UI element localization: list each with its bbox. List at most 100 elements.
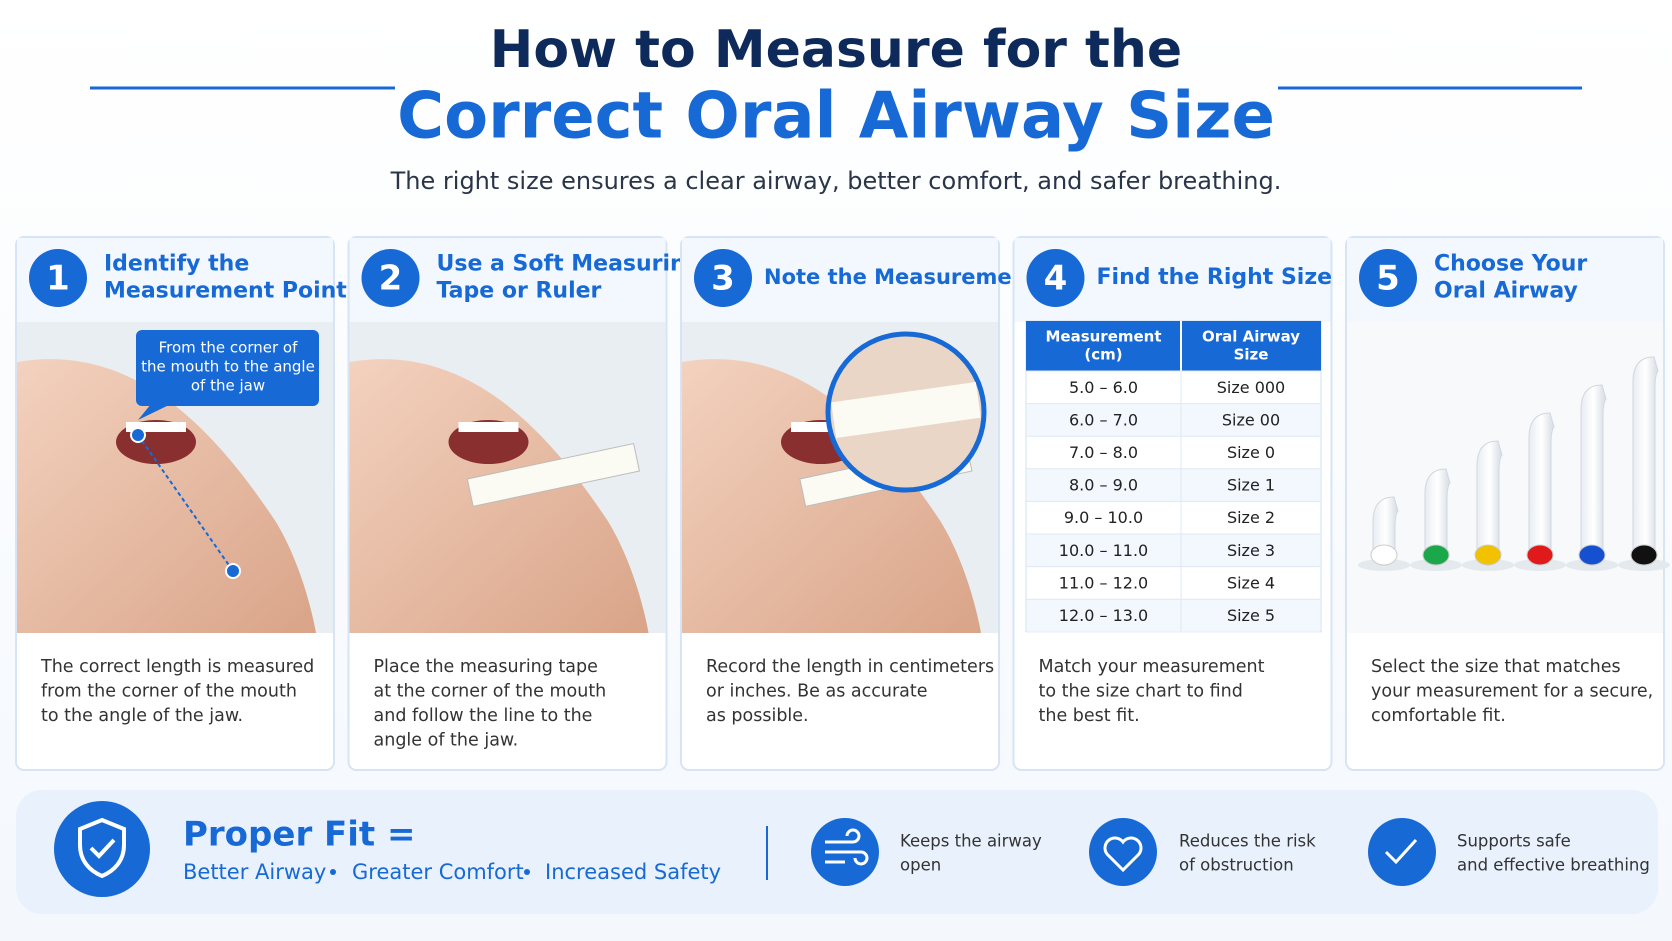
- step-badge: [361, 249, 420, 307]
- feature-text: and effective breathing: [1457, 856, 1650, 875]
- step-title: Oral Airway: [1434, 279, 1578, 304]
- step-title: Find the Right Size: [1097, 265, 1333, 290]
- step-caption: from the corner of the mouth: [41, 682, 297, 702]
- wind: [825, 828, 869, 866]
- table-cell: Size 5: [1227, 606, 1275, 625]
- airway: [1632, 356, 1659, 558]
- table-header: [1026, 321, 1321, 371]
- airway: [1528, 412, 1555, 558]
- airway-bite-block: [1630, 544, 1658, 566]
- table-cell: 6.0 – 7.0: [1069, 410, 1138, 429]
- teeth: [791, 422, 851, 432]
- table-header-text: Size: [1234, 346, 1269, 364]
- tape: [466, 443, 641, 507]
- step-badge: [1359, 249, 1417, 307]
- airway: [1424, 468, 1451, 558]
- step-caption: and follow the line to the: [374, 706, 593, 726]
- step-title: Note the Measurement: [764, 265, 1037, 289]
- measure-point: [130, 427, 146, 443]
- photo: [1347, 322, 1663, 633]
- airway-bite-block: [1422, 544, 1450, 566]
- title: How to Measure for the: [490, 20, 1182, 80]
- shield: [78, 817, 126, 879]
- step-title: Measurement Point: [104, 279, 347, 304]
- callout-tail: [138, 404, 171, 420]
- step-number: 2: [379, 259, 403, 299]
- check: [1384, 838, 1418, 865]
- feature-text: Reduces the risk: [1179, 832, 1316, 851]
- benefit: Increased Safety: [545, 860, 721, 884]
- table-header-text: Measurement: [1045, 328, 1161, 346]
- table-row-stripe: [1027, 403, 1320, 437]
- table-cell: 8.0 – 9.0: [1069, 476, 1138, 495]
- airway: [1476, 440, 1503, 558]
- check-icon: [1368, 818, 1436, 886]
- step-number: 5: [1376, 259, 1400, 299]
- table-cell: Size 1: [1227, 476, 1275, 495]
- callout-text: of the jaw: [191, 377, 265, 395]
- title: Correct Oral Airway Size: [397, 80, 1275, 154]
- bullet: [524, 869, 530, 875]
- table-cell: Size 3: [1227, 541, 1275, 560]
- step-title: Identify the: [104, 252, 249, 277]
- airway-bite-block: [1474, 544, 1502, 566]
- step-title: Choose Your: [1434, 252, 1587, 277]
- bullet: [330, 869, 336, 875]
- step-caption: comfortable fit.: [1371, 706, 1506, 726]
- check: [89, 838, 116, 859]
- table-cell: 9.0 – 10.0: [1064, 508, 1143, 527]
- step-caption: to the angle of the jaw.: [41, 706, 243, 726]
- table-cell: Size 00: [1222, 410, 1280, 429]
- step-caption: at the corner of the mouth: [374, 682, 607, 702]
- airway-bite-block: [1526, 544, 1554, 566]
- step-title: Use a Soft Measuring: [437, 252, 702, 277]
- teeth: [458, 422, 519, 432]
- measure-point: [225, 563, 241, 579]
- step-caption: the best fit.: [1039, 706, 1140, 726]
- table-cell: Size 4: [1227, 573, 1275, 592]
- heart-icon: [1089, 818, 1157, 886]
- shield-icon: [54, 801, 150, 897]
- step-caption: Record the length in centimeters: [706, 657, 994, 677]
- step-caption: The correct length is measured: [40, 657, 314, 677]
- footer-title: Proper Fit =: [183, 815, 416, 855]
- step-badge: [1026, 249, 1085, 307]
- step-caption: your measurement for a secure,: [1371, 682, 1653, 702]
- table-header-text: Oral Airway: [1202, 328, 1300, 346]
- step-caption: or inches. Be as accurate: [706, 682, 927, 702]
- table-cell: 12.0 – 13.0: [1059, 606, 1148, 625]
- step-caption: to the size chart to find: [1039, 682, 1243, 702]
- step-card: 3 Note the Measurement Record the length i…: [680, 236, 1037, 771]
- table-cell: 11.0 – 12.0: [1059, 573, 1148, 592]
- table-cell: Size 0: [1227, 443, 1275, 462]
- feature-text: of obstruction: [1179, 856, 1294, 875]
- table-header-text: (cm): [1084, 346, 1122, 364]
- callout-text: the mouth to the angle: [141, 358, 315, 376]
- callout-text: From the corner of: [159, 339, 298, 357]
- step-badge: [29, 249, 87, 307]
- step-title: Tape or Ruler: [437, 279, 602, 304]
- table-row-stripe: [1027, 534, 1320, 567]
- callout: [136, 330, 319, 406]
- table-cell: Size 2: [1227, 508, 1275, 527]
- feature-text: open: [900, 856, 941, 875]
- feature-text: Supports safe: [1457, 832, 1571, 851]
- benefit: Greater Comfort: [352, 860, 524, 884]
- table-row-stripe: [1027, 468, 1320, 502]
- step-number: 1: [46, 259, 70, 299]
- step-caption: angle of the jaw.: [374, 731, 519, 751]
- step-caption: as possible.: [706, 706, 809, 726]
- table-cell: 7.0 – 8.0: [1069, 443, 1138, 462]
- table-cell: 5.0 – 6.0: [1069, 378, 1138, 397]
- airway-bite-block: [1578, 544, 1606, 566]
- step-number: 4: [1044, 259, 1068, 299]
- airway: [1372, 496, 1399, 558]
- airway-bite-block: [1370, 544, 1398, 566]
- step-badge: [694, 249, 752, 307]
- tape-zoom: [831, 382, 981, 438]
